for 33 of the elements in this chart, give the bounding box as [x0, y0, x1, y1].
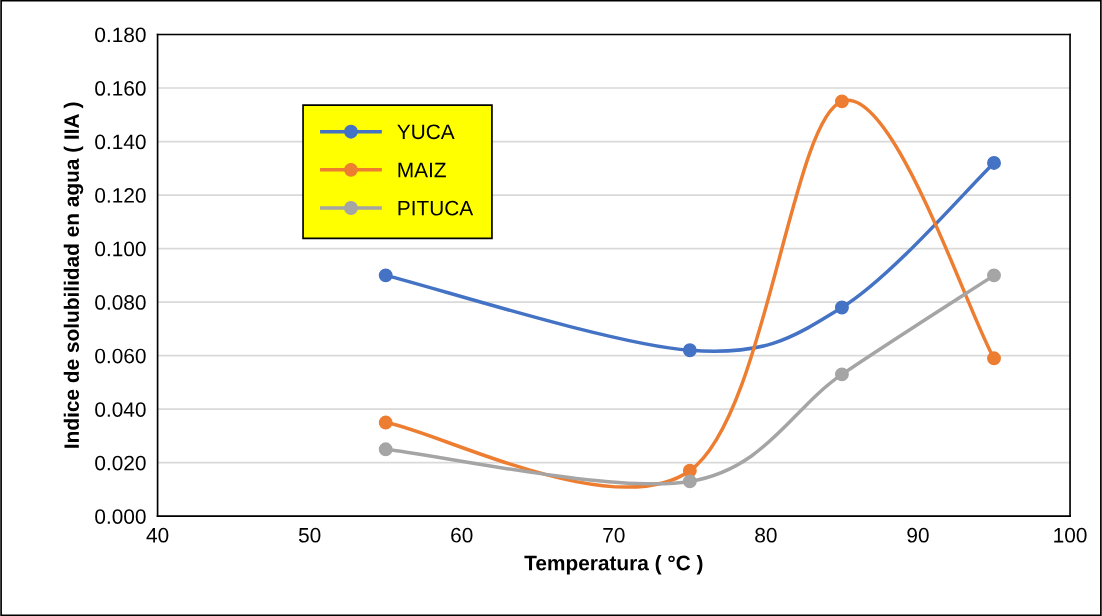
point — [834, 94, 849, 109]
y-tick-label: 0.140 — [95, 134, 146, 150]
point — [834, 300, 849, 315]
legend-label: YUCA — [397, 124, 455, 140]
x-tick-label: 90 — [907, 527, 929, 543]
x-tick-label: 40 — [146, 527, 169, 543]
y-tick-label: 0.120 — [95, 188, 146, 203]
point — [987, 268, 1001, 283]
point — [987, 351, 1001, 366]
y-axis-title: Indice de solubilidad en agua ( IIA ) — [63, 102, 84, 448]
point — [378, 442, 393, 457]
legend-label: MAIZ — [398, 162, 446, 178]
point — [682, 474, 697, 489]
x-tick-label: 50 — [298, 527, 321, 543]
y-tick-label: 0.040 — [95, 402, 146, 417]
point — [987, 156, 1001, 170]
x-axis-title: Temperatura ( °C ) — [524, 555, 703, 575]
legend-label: PITUCA — [398, 200, 474, 216]
point — [834, 367, 849, 382]
y-tick-label: 0.080 — [95, 295, 146, 310]
x-tick-label: 100 — [1054, 527, 1087, 543]
x-tick-label: 70 — [603, 527, 625, 543]
y-tick-label: 0.060 — [95, 348, 146, 364]
y-tick-label: 0.160 — [95, 81, 146, 96]
y-tick-label: 0.000 — [95, 509, 146, 524]
y-tick-label: 0.180 — [95, 27, 146, 43]
y-tick-label: 0.020 — [95, 455, 146, 471]
point — [682, 343, 697, 358]
x-tick-label: 60 — [451, 527, 473, 543]
point — [378, 415, 393, 430]
y-tick-label: 0.100 — [95, 241, 146, 257]
x-tick-label: 80 — [755, 527, 777, 543]
point — [378, 268, 393, 283]
